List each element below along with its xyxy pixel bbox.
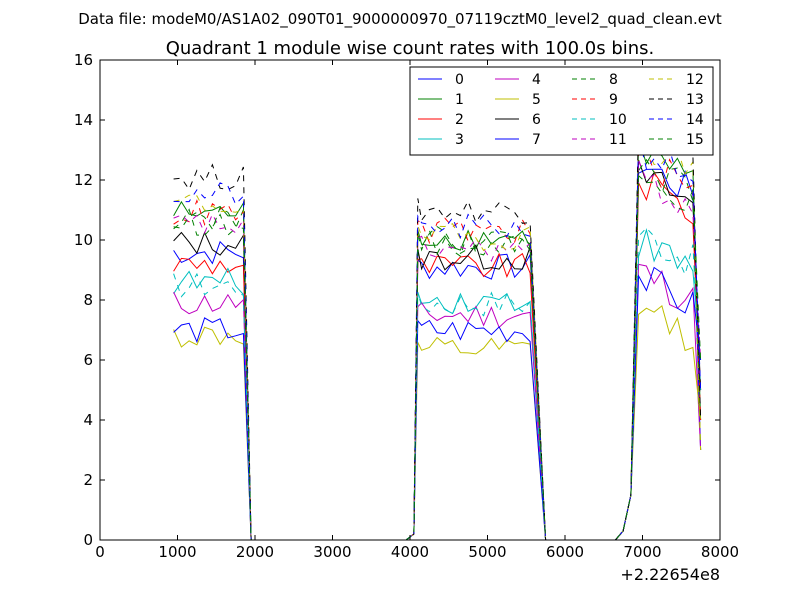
ticks: 0 1000 2000 3000 4000 5000 6000 7000 80000246810…	[74, 51, 739, 561]
series-line-10	[173, 227, 702, 541]
x-tick-label: 2000	[236, 543, 274, 561]
legend-label-7: 7	[532, 132, 541, 148]
legend-label-12: 12	[686, 72, 704, 88]
y-tick-label: 4	[83, 411, 93, 429]
y-tick-label: 10	[74, 231, 93, 249]
x-tick-label: 4000	[391, 543, 429, 561]
chart-title: Quadrant 1 module wise count rates with …	[166, 38, 655, 59]
series-line-4	[173, 263, 702, 541]
y-tick-label: 6	[83, 351, 93, 369]
suptitle: Data file: modeM0/AS1A02_090T01_90000009…	[78, 10, 722, 29]
legend-label-4: 4	[532, 72, 541, 88]
x-tick-label: 8000	[701, 543, 739, 561]
series-line-11	[173, 160, 702, 541]
y-tick-label: 14	[74, 111, 93, 129]
y-tick-label: 0	[83, 531, 93, 549]
series-line-5	[173, 305, 702, 541]
y-tick-label: 12	[74, 171, 93, 189]
legend-label-6: 6	[532, 112, 541, 128]
legend-label-14: 14	[686, 112, 704, 128]
legend-label-3: 3	[455, 132, 464, 148]
series-line-15	[173, 158, 702, 541]
x-tick-label: 3000	[313, 543, 351, 561]
y-tick-label: 2	[83, 471, 93, 489]
series-line-6	[173, 159, 702, 541]
x-offset-label: +2.22654e8	[620, 565, 720, 584]
series-line-3	[173, 227, 702, 541]
legend-label-15: 15	[686, 132, 704, 148]
x-tick-label: 1000	[158, 543, 196, 561]
legend-label-0: 0	[455, 72, 464, 88]
legend-label-8: 8	[609, 72, 618, 88]
series-line-13	[173, 116, 702, 541]
legend-label-10: 10	[609, 112, 627, 128]
legend-label-1: 1	[455, 92, 464, 108]
plot-area	[173, 116, 702, 541]
x-tick-label: 6000	[546, 543, 584, 561]
series-line-0	[173, 168, 702, 541]
legend-label-2: 2	[455, 112, 464, 128]
series-line-7	[173, 266, 702, 541]
x-tick-label: 0	[95, 543, 105, 561]
legend-box	[409, 66, 714, 156]
legend-label-11: 11	[609, 132, 627, 148]
x-tick-label: 7000	[623, 543, 661, 561]
legend-label-5: 5	[532, 92, 541, 108]
y-tick-label: 16	[74, 51, 93, 69]
legend-label-13: 13	[686, 92, 704, 108]
series-line-1	[173, 138, 702, 541]
series-line-2	[173, 171, 702, 541]
series-line-9	[173, 149, 702, 541]
legend-label-9: 9	[609, 92, 618, 108]
x-tick-label: 5000	[468, 543, 506, 561]
y-tick-label: 8	[83, 291, 93, 309]
